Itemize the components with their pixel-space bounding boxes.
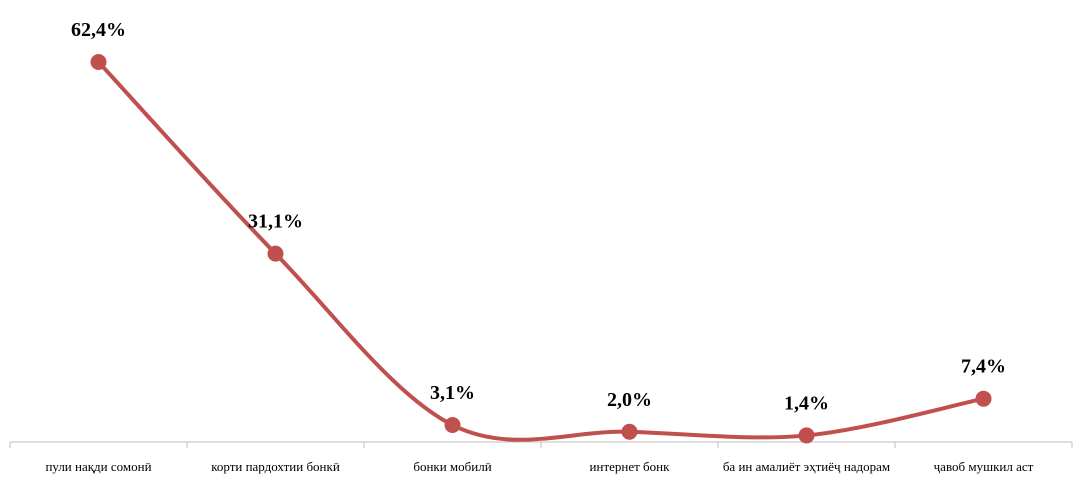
value-label: 7,4% bbox=[961, 356, 1006, 378]
value-label: 31,1% bbox=[248, 211, 303, 233]
x-tick-label: пули нақди сомонӣ bbox=[45, 459, 152, 474]
value-label: 2,0% bbox=[607, 389, 652, 411]
marker bbox=[90, 54, 107, 70]
marker bbox=[621, 423, 638, 440]
x-tick-label: ба ин амалиёт эҳтиёҷ надорам bbox=[722, 459, 891, 474]
marker bbox=[444, 417, 461, 434]
value-label: 3,1% bbox=[430, 382, 475, 404]
x-tick-label: интернет бонк bbox=[589, 459, 670, 474]
value-label: 1,4% bbox=[784, 392, 829, 414]
marker bbox=[267, 245, 284, 262]
marker bbox=[798, 427, 815, 444]
value-label: 62,4% bbox=[71, 19, 126, 41]
x-tick-label: бонки мобилӣ bbox=[413, 459, 492, 474]
marker bbox=[975, 390, 992, 407]
x-tick-label: корти пардохтии бонкӣ bbox=[211, 459, 340, 474]
line bbox=[96, 60, 986, 442]
x-tick-label: ҷавоб мушкил аст bbox=[933, 459, 1034, 474]
